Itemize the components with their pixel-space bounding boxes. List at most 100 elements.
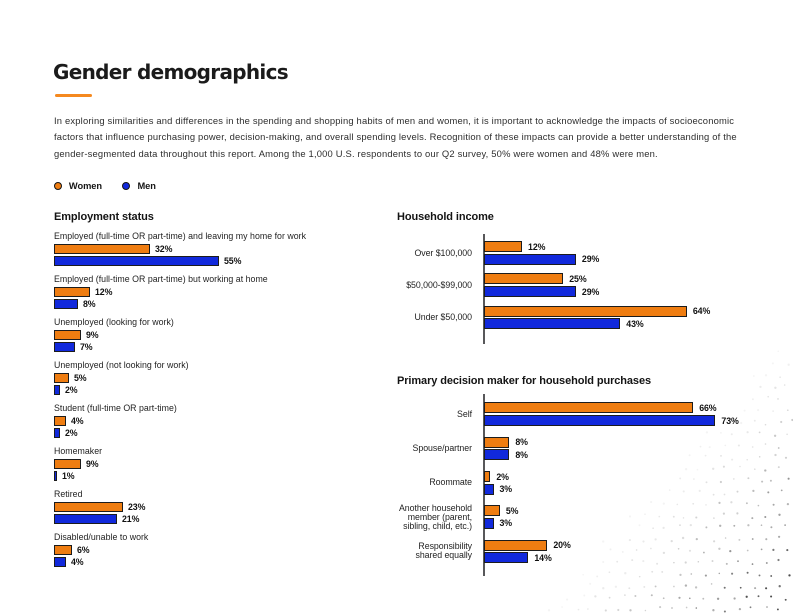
legend-label: Men (137, 181, 156, 191)
halftone-dot (754, 587, 757, 590)
halftone-dot (629, 609, 632, 612)
category-label-line: shared equally (415, 550, 472, 561)
value-label-men-0: 73% (721, 415, 739, 426)
category-label: Under $50,000 (397, 312, 472, 322)
value-label-men-1: 8% (83, 299, 96, 309)
bar-men-2 (54, 342, 75, 352)
category-label: Over $100,000 (397, 248, 472, 258)
legend-item-women: Women (53, 181, 103, 191)
legend-label: Women (68, 181, 103, 191)
bar-women-2 (484, 305, 687, 317)
bar-men-5 (54, 471, 57, 481)
category-label-line: Spouse/partner (412, 443, 473, 453)
halftone-dot (723, 586, 726, 589)
value-label-women-4: 20% (553, 540, 571, 551)
bar-women-0 (484, 241, 523, 253)
value-label-women-0: 32% (155, 243, 173, 254)
halftone-dot (608, 596, 611, 599)
halftone-dot (788, 574, 791, 577)
bar-men-2 (484, 318, 621, 330)
halftone-dot (778, 585, 781, 588)
halftone-dot (710, 583, 713, 585)
halftone-dot (777, 397, 779, 400)
halftone-dot (617, 608, 620, 612)
bar-women-0 (484, 402, 694, 414)
halftone-dot (738, 607, 742, 611)
halftone-dot (733, 597, 736, 600)
category-label: Spouse/partner (397, 443, 473, 453)
value-label-men-2: 7% (80, 342, 93, 352)
category-label: Unemployed (looking for work) (54, 317, 174, 327)
halftone-dot (702, 597, 705, 600)
halftone-dot (780, 489, 783, 492)
halftone-dot (654, 585, 657, 588)
value-label-men-7: 4% (71, 557, 84, 567)
value-label-women-5: 9% (86, 458, 99, 469)
halftone-dot (786, 409, 789, 412)
value-label-women-7: 6% (77, 544, 90, 555)
legend-dot-women (53, 181, 62, 191)
value-label-men-0: 29% (581, 254, 600, 265)
halftone-dot (778, 513, 781, 516)
category-label: Roommate (397, 478, 472, 487)
category-label-line: Responsibility (418, 541, 472, 552)
category-label: Employed (full-time OR part-time) but wo… (54, 274, 268, 284)
halftone-dot (695, 607, 698, 609)
bar-men-6 (54, 514, 117, 524)
category-label-line: Another household (398, 502, 472, 513)
category-label: Disabled/unable to work (54, 532, 149, 542)
bar-women-1 (54, 286, 90, 297)
halftone-dot (659, 606, 662, 609)
value-label-women-2: 2% (496, 471, 509, 482)
value-label-women-1: 12% (95, 286, 113, 297)
bar-women-2 (484, 471, 491, 482)
halftone-dot (770, 595, 773, 598)
intro-line: gender-segmented data throughout this re… (54, 147, 658, 159)
halftone-dot (776, 608, 779, 611)
bar-women-5 (54, 458, 81, 469)
halftone-dot (787, 477, 790, 480)
category-label: Self (397, 408, 472, 419)
value-label-men-2: 3% (499, 484, 513, 495)
halftone-dot (634, 595, 637, 597)
halftone-dot (614, 585, 618, 588)
value-label-men-4: 14% (534, 552, 552, 563)
bar-men-1 (484, 286, 576, 297)
bar-women-0 (54, 243, 150, 254)
halftone-dot (784, 598, 787, 601)
halftone-dot (723, 610, 726, 613)
halftone-dot (745, 595, 748, 598)
value-label-men-4: 2% (65, 428, 78, 438)
category-label: Another household member (parent, sibling,… (397, 502, 472, 531)
category-label-line: Roommate (429, 477, 472, 488)
halftone-dot (766, 606, 768, 608)
value-label-women-3: 5% (505, 505, 519, 516)
title-underline (55, 94, 92, 97)
bar-women-3 (484, 505, 500, 517)
halftone-dot (602, 587, 605, 590)
category-label-line: Self (457, 408, 472, 419)
category-label: $50,000-$99,000 (397, 280, 472, 290)
halftone-dot (712, 609, 715, 612)
category-label: Student (full-time OR part-time) (54, 403, 177, 413)
bar-men-4 (484, 552, 529, 564)
halftone-dot (678, 596, 681, 599)
bar-men-1 (54, 299, 78, 309)
halftone-dot (644, 609, 647, 612)
category-label: Employed (full-time OR part-time) and le… (54, 231, 307, 241)
halftone-dot (777, 558, 780, 562)
category-label: Unemployed (not looking for work) (54, 360, 189, 370)
halftone-dot (671, 607, 673, 609)
category-label-line: sibling, child, etc.) (403, 520, 472, 531)
bar-women-1 (484, 273, 564, 285)
halftone-dot (716, 597, 720, 600)
value-label-women-0: 66% (699, 402, 717, 413)
halftone-dot (739, 586, 742, 589)
halftone-dot (784, 456, 788, 459)
value-label-men-1: 29% (581, 286, 600, 297)
halftone-dot (628, 587, 631, 590)
halftone-dot (650, 594, 653, 597)
halftone-dot (662, 597, 665, 600)
halftone-dot (685, 606, 688, 609)
